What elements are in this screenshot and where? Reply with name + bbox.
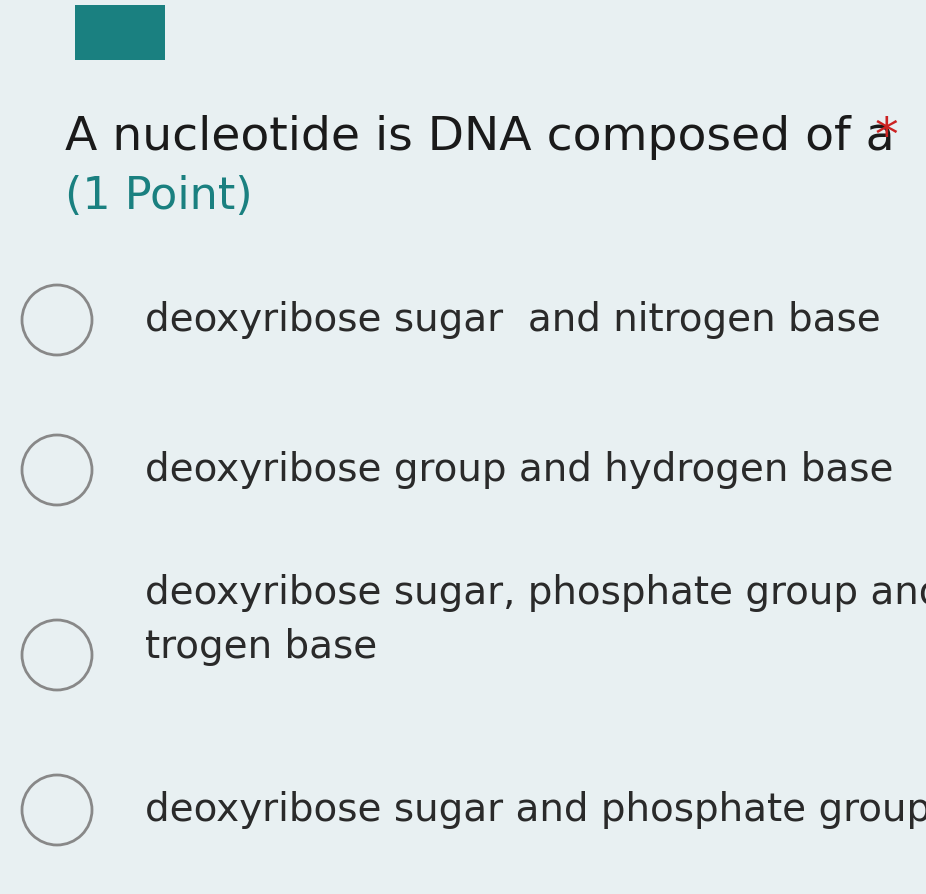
Circle shape <box>22 620 92 690</box>
Text: *: * <box>875 115 898 160</box>
Text: deoxyribose group and hydrogen base: deoxyribose group and hydrogen base <box>145 451 894 489</box>
Text: A nucleotide is DNA composed of a: A nucleotide is DNA composed of a <box>65 115 909 160</box>
Bar <box>75 5 165 60</box>
Text: (1 Point): (1 Point) <box>65 175 253 218</box>
Circle shape <box>22 435 92 505</box>
Circle shape <box>22 285 92 355</box>
Text: deoxyribose sugar  and nitrogen base: deoxyribose sugar and nitrogen base <box>145 301 881 339</box>
Circle shape <box>22 775 92 845</box>
Text: deoxyribose sugar and phosphate group: deoxyribose sugar and phosphate group <box>145 791 926 829</box>
Text: deoxyribose sugar, phosphate group and ni-
trogen base: deoxyribose sugar, phosphate group and n… <box>145 575 926 665</box>
